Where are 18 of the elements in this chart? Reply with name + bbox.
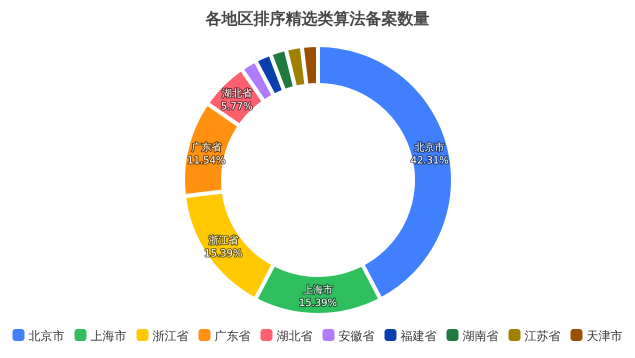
legend-label: 上海市 [90, 329, 126, 343]
slice-label: 上海市 [302, 284, 333, 296]
legend-label: 福建省 [400, 329, 436, 343]
chart-title: 各地区排序精选类算法备案数量 [204, 9, 430, 28]
legend-label: 湖北省 [276, 329, 312, 343]
slice-label: 浙江省 [208, 234, 238, 246]
slice-label: 北京市 [414, 141, 445, 154]
legend-label: 广东省 [214, 329, 250, 343]
legend-label: 江苏省 [524, 329, 560, 343]
legend-label: 安徽省 [338, 329, 374, 343]
legend-label: 天津市 [586, 329, 622, 343]
legend-label: 北京市 [28, 329, 64, 343]
legend-label: 浙江省 [152, 329, 188, 343]
slice-label: 广东省 [191, 141, 222, 154]
data-label: 15.39% [298, 298, 338, 309]
data-label: 5.77% [220, 102, 253, 113]
legend-label: 湖南省 [462, 329, 498, 343]
slice-label: 湖北省 [222, 88, 252, 100]
